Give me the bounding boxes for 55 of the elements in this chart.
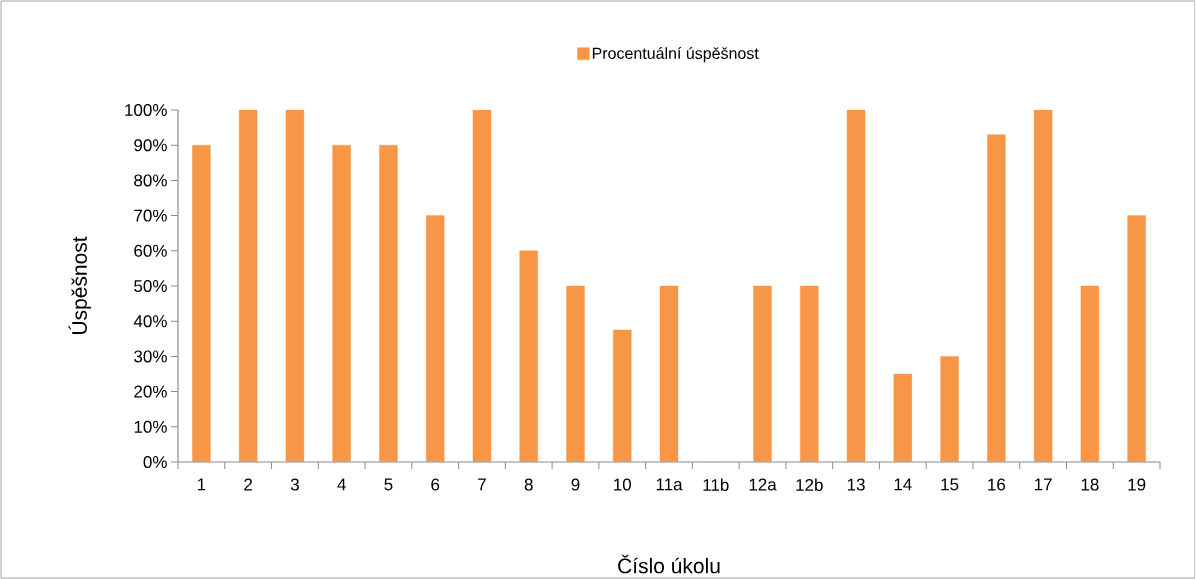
x-tick-label: 8 bbox=[524, 478, 533, 491]
bar bbox=[613, 329, 632, 462]
bar bbox=[519, 250, 538, 462]
x-tick-label: 7 bbox=[478, 478, 486, 491]
x-tick-label: 16 bbox=[988, 478, 1006, 491]
bar bbox=[987, 134, 1006, 462]
bar bbox=[940, 356, 959, 462]
y-tick-label: 20% bbox=[134, 385, 167, 398]
bar bbox=[192, 145, 211, 462]
bar bbox=[753, 285, 772, 462]
bar bbox=[800, 285, 819, 462]
bar bbox=[659, 285, 679, 462]
y-tick-label: 30% bbox=[134, 350, 167, 363]
bar bbox=[1127, 215, 1146, 462]
x-tick-label: 11a bbox=[656, 478, 683, 491]
y-tick-label: 0% bbox=[143, 455, 167, 469]
x-axis-title: Číslo úkolu bbox=[618, 554, 720, 574]
bar bbox=[285, 110, 305, 462]
x-tick-label: 5 bbox=[384, 478, 393, 491]
bar bbox=[893, 373, 913, 462]
x-tick-label: 11b bbox=[703, 478, 729, 492]
x-tick-label: 9 bbox=[571, 478, 580, 491]
x-tick-label: 15 bbox=[941, 478, 959, 491]
bar bbox=[332, 145, 351, 462]
x-tick-label: 10 bbox=[614, 478, 632, 491]
bar bbox=[566, 285, 585, 462]
bar bbox=[379, 145, 398, 462]
y-tick-label: 10% bbox=[134, 420, 167, 433]
x-tick-label: 3 bbox=[290, 478, 299, 491]
y-axis-title: Úspěšnost bbox=[68, 236, 92, 334]
bar bbox=[472, 110, 492, 462]
bar bbox=[846, 110, 866, 462]
x-tick-label: 12b bbox=[796, 478, 823, 492]
x-tick-label: 19 bbox=[1128, 478, 1146, 491]
bar bbox=[426, 215, 445, 462]
y-tick-label: 100% bbox=[125, 103, 167, 117]
bar bbox=[1033, 110, 1053, 462]
x-tick-label: 2 bbox=[244, 478, 253, 491]
x-tick-label: 17 bbox=[1034, 478, 1052, 491]
y-tick-label: 40% bbox=[133, 315, 167, 328]
legend-label: Procentuální úspěšnost bbox=[592, 47, 759, 63]
bar bbox=[238, 110, 258, 462]
x-tick-label: 4 bbox=[337, 478, 346, 491]
x-tick-label: 1 bbox=[197, 478, 206, 491]
y-tick-label: 60% bbox=[134, 244, 167, 257]
x-tick-label: 12a bbox=[749, 478, 777, 491]
y-tick-label: 80% bbox=[134, 174, 167, 187]
y-tick-label: 90% bbox=[134, 139, 167, 152]
y-tick-label: 70% bbox=[134, 209, 167, 222]
bar bbox=[1080, 285, 1100, 462]
x-tick-label: 14 bbox=[894, 478, 912, 491]
y-tick-label: 50% bbox=[134, 279, 167, 293]
x-tick-label: 6 bbox=[431, 478, 440, 491]
x-tick-label: 18 bbox=[1081, 478, 1099, 491]
x-tick-label: 13 bbox=[847, 478, 865, 491]
